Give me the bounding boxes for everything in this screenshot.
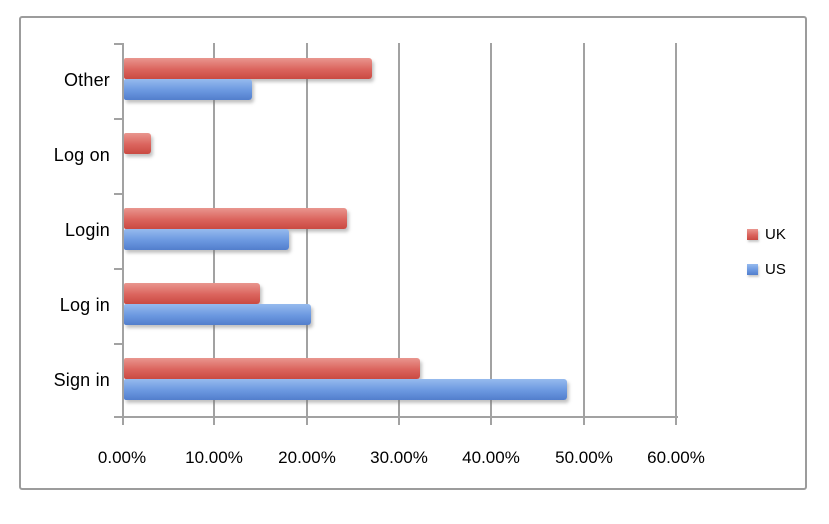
category-label: Log in (59, 295, 110, 315)
legend-label-uk: UK (765, 226, 786, 243)
y-axis-tick (114, 193, 122, 195)
y-axis-tick (114, 268, 122, 270)
bar-uk-log-on (124, 133, 151, 154)
category-label: Log on (53, 145, 110, 165)
bar-uk-other (124, 58, 373, 79)
gridline (583, 43, 585, 418)
bar-us-login (124, 229, 290, 250)
plot-area (114, 43, 678, 425)
x-axis-tick-label: 60.00% (647, 448, 705, 467)
x-axis-tick (122, 418, 124, 425)
legend-swatch-us (747, 264, 758, 275)
x-axis-tick-label: 20.00% (278, 448, 336, 467)
x-axis-tick (675, 418, 677, 425)
legend-swatch-uk (747, 229, 758, 240)
x-axis-tick (398, 418, 400, 425)
category-label: Sign in (53, 370, 110, 390)
x-axis-tick-label: 10.00% (185, 448, 243, 467)
gridline (490, 43, 492, 418)
x-axis-tick-label: 30.00% (370, 448, 428, 467)
y-axis-tick (114, 416, 122, 418)
y-axis-line (122, 43, 124, 418)
x-axis-tick (490, 418, 492, 425)
gridline (398, 43, 400, 418)
bar-us-sign-in (124, 379, 568, 400)
bar-uk-login (124, 208, 348, 229)
x-axis-tick-label: 0.00% (97, 448, 147, 467)
y-axis-tick (114, 43, 122, 45)
x-axis-tick-label: 50.00% (555, 448, 613, 467)
legend-label-us: US (765, 261, 786, 278)
bar-us-other (124, 79, 253, 100)
y-axis-tick (114, 343, 122, 345)
legend-item-uk: UK (747, 226, 786, 243)
x-axis-tick (583, 418, 585, 425)
legend: UK US (747, 226, 786, 278)
gridline (675, 43, 677, 418)
legend-item-us: US (747, 261, 786, 278)
bar-uk-log-in (124, 283, 260, 304)
bar-us-log-in (124, 304, 312, 325)
x-axis-tick (306, 418, 308, 425)
x-axis-tick (213, 418, 215, 425)
category-label: Other (63, 70, 110, 90)
gridline (306, 43, 308, 418)
x-axis-line (114, 416, 678, 418)
category-label: Login (64, 220, 110, 240)
bar-uk-sign-in (124, 358, 420, 379)
y-axis-tick (114, 118, 122, 120)
x-axis-tick-label: 40.00% (462, 448, 520, 467)
